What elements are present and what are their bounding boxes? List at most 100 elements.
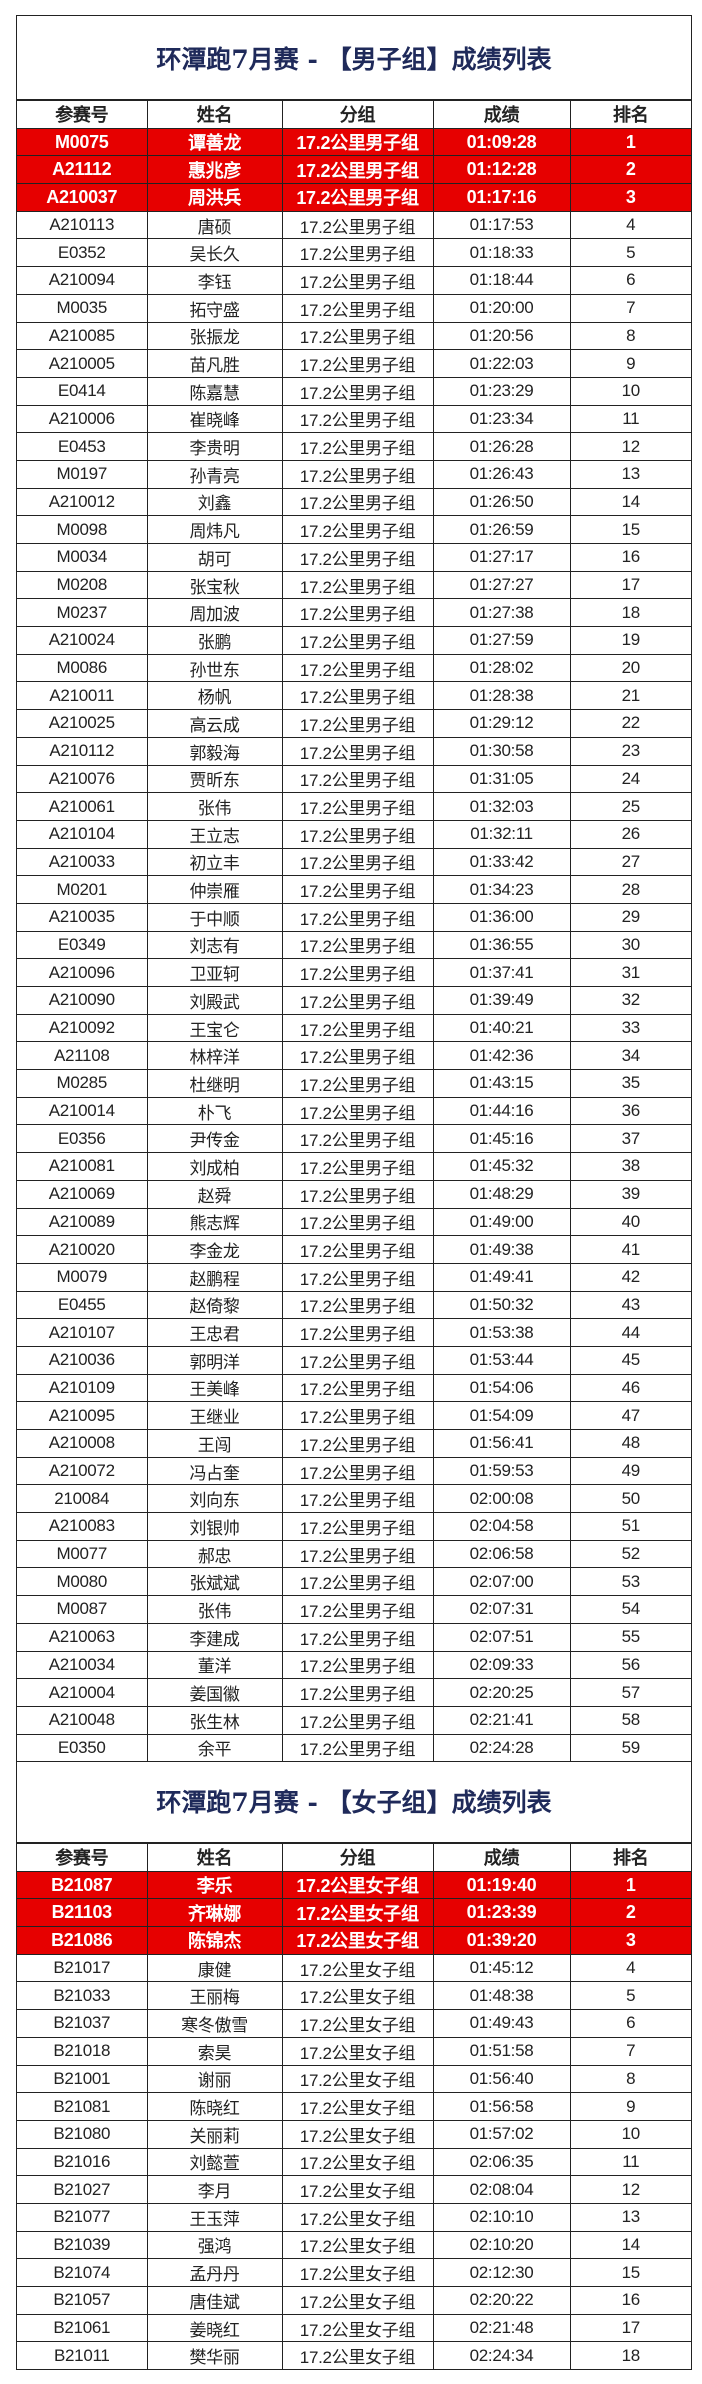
- cell-time: 01:39:20: [432, 1926, 571, 1955]
- cell-time: 02:04:58: [432, 1512, 571, 1541]
- cell-time: 01:59:53: [432, 1456, 571, 1486]
- cell-time: 02:07:31: [432, 1595, 571, 1624]
- cell-group: 17.2公里男子组: [281, 598, 434, 628]
- table-row: M0197 孙青亮 17.2公里男子组 01:26:43 13: [17, 459, 691, 489]
- cell-rank: 19: [569, 626, 691, 655]
- cell-rank: 51: [569, 1512, 691, 1541]
- table-row: B21037 寒冬傲雪 17.2公里女子组 01:49:43 6: [17, 2009, 691, 2038]
- cell-time: 01:50:32: [432, 1290, 571, 1320]
- men-results-sheet: 环潭跑7月赛 - 【男子组】成绩列表 参赛号 姓名 分组 成绩 排名 M0075 谭善龙 1…: [16, 15, 692, 1763]
- cell-name: 刘志有: [146, 930, 283, 960]
- table-row: A210095 王继业 17.2公里男子组 01:54:09 47: [17, 1401, 691, 1430]
- cell-rank: 30: [569, 930, 691, 960]
- cell-group: 17.2公里男子组: [281, 930, 434, 960]
- cell-name: 李月: [146, 2175, 283, 2204]
- cell-name: 高云成: [146, 709, 283, 738]
- cell-rank: 35: [569, 1069, 691, 1098]
- cell-group: 17.2公里女子组: [281, 1953, 434, 1983]
- cell-name: 李金龙: [146, 1235, 283, 1264]
- cell-group: 17.2公里男子组: [281, 1401, 434, 1430]
- cell-group: 17.2公里男子组: [281, 1041, 434, 1071]
- cell-rank: 1: [569, 127, 691, 157]
- cell-name: 初立丰: [146, 847, 283, 877]
- table-row: A210109 王美峰 17.2公里男子组 01:54:06 46: [17, 1373, 691, 1403]
- table-row: B21074 孟丹丹 17.2公里女子组 02:12:30 15: [17, 2258, 691, 2287]
- cell-time: 01:56:40: [432, 2064, 571, 2094]
- cell-bib: A210033: [17, 847, 148, 877]
- cell-name: 王玉萍: [146, 2202, 283, 2232]
- table-row: M0285 杜继明 17.2公里男子组 01:43:15 35: [17, 1069, 691, 1098]
- cell-name: 郭毅海: [146, 736, 283, 766]
- cell-rank: 5: [569, 1981, 691, 2011]
- cell-bib: A210005: [17, 349, 148, 378]
- cell-bib: A210089: [17, 1207, 148, 1237]
- cell-group: 17.2公里男子组: [281, 1013, 434, 1043]
- cell-bib: B21033: [17, 1981, 148, 2011]
- cell-time: 01:37:41: [432, 958, 571, 987]
- cell-rank: 8: [569, 2064, 691, 2094]
- cell-bib: B21018: [17, 2036, 148, 2066]
- cell-bib: M0077: [17, 1539, 148, 1569]
- cell-name: 刘银帅: [146, 1512, 283, 1541]
- cell-rank: 3: [569, 183, 691, 212]
- cell-rank: 47: [569, 1401, 691, 1430]
- cell-group: 17.2公里女子组: [281, 2175, 434, 2204]
- cell-time: 01:45:12: [432, 1953, 571, 1983]
- cell-rank: 40: [569, 1207, 691, 1237]
- cell-group: 17.2公里男子组: [281, 736, 434, 766]
- cell-time: 01:19:40: [432, 1870, 571, 1900]
- table-row: B21086 陈锦杰 17.2公里女子组 01:39:20 3: [17, 1926, 691, 1955]
- table-row: A210063 李建成 17.2公里男子组 02:07:51 55: [17, 1622, 691, 1652]
- cell-group: 17.2公里男子组: [281, 487, 434, 517]
- cell-name: 陈锦杰: [146, 1926, 283, 1955]
- cell-name: 唐硕: [146, 210, 283, 240]
- table-row: A210008 王闯 17.2公里男子组 01:56:41 48: [17, 1429, 691, 1458]
- cell-time: 01:23:34: [432, 404, 571, 434]
- cell-bib: A210061: [17, 792, 148, 821]
- cell-rank: 14: [569, 2230, 691, 2260]
- cell-group: 17.2公里男子组: [281, 321, 434, 351]
- table-row: B21017 康健 17.2公里女子组 01:45:12 4: [17, 1953, 691, 1983]
- cell-rank: 59: [569, 1733, 691, 1762]
- table-row: M0208 张宝秋 17.2公里男子组 01:27:27 17: [17, 570, 691, 600]
- cell-rank: 56: [569, 1650, 691, 1680]
- cell-group: 17.2公里男子组: [281, 764, 434, 794]
- cell-name: 李建成: [146, 1622, 283, 1652]
- cell-group: 17.2公里女子组: [281, 2202, 434, 2232]
- cell-rank: 36: [569, 1096, 691, 1126]
- cell-bib: M0237: [17, 598, 148, 628]
- cell-name: 刘懿萱: [146, 2147, 283, 2177]
- table-row: M0086 孙世东 17.2公里男子组 01:28:02 20: [17, 653, 691, 683]
- cell-time: 01:29:12: [432, 709, 571, 738]
- cell-time: 01:27:27: [432, 570, 571, 600]
- cell-rank: 4: [569, 1953, 691, 1983]
- table-row: M0035 拓守盛 17.2公里男子组 01:20:00 7: [17, 293, 691, 323]
- cell-group: 17.2公里男子组: [281, 1705, 434, 1735]
- table-row: B21016 刘懿萱 17.2公里女子组 02:06:35 11: [17, 2147, 691, 2177]
- cell-time: 01:45:32: [432, 1152, 571, 1181]
- cell-group: 17.2公里男子组: [281, 1207, 434, 1237]
- table-row: A210011 杨帆 17.2公里男子组 01:28:38 21: [17, 681, 691, 711]
- cell-rank: 55: [569, 1622, 691, 1652]
- cell-time: 01:51:58: [432, 2036, 571, 2066]
- cell-name: 索昊: [146, 2036, 283, 2066]
- cell-group: 17.2公里女子组: [281, 1981, 434, 2011]
- table-row: M0079 赵鹏程 17.2公里男子组 01:49:41 42: [17, 1262, 691, 1292]
- cell-group: 17.2公里女子组: [281, 1898, 434, 1928]
- cell-time: 01:26:28: [432, 432, 571, 461]
- cell-time: 01:27:59: [432, 626, 571, 655]
- cell-name: 杨帆: [146, 681, 283, 711]
- cell-rank: 13: [569, 459, 691, 489]
- cell-time: 01:27:17: [432, 543, 571, 572]
- table-row: E0350 余平 17.2公里男子组 02:24:28 59: [17, 1733, 691, 1762]
- cell-bib: M0285: [17, 1069, 148, 1098]
- table-row: A210012 刘鑫 17.2公里男子组 01:26:50 14: [17, 487, 691, 517]
- table-row: A210020 李金龙 17.2公里男子组 01:49:38 41: [17, 1235, 691, 1264]
- cell-rank: 6: [569, 2009, 691, 2038]
- cell-bib: A210036: [17, 1345, 148, 1375]
- cell-rank: 29: [569, 902, 691, 932]
- cell-bib: M0080: [17, 1567, 148, 1597]
- cell-name: 寒冬傲雪: [146, 2009, 283, 2038]
- cell-group: 17.2公里女子组: [281, 2230, 434, 2260]
- cell-group: 17.2公里男子组: [281, 1124, 434, 1154]
